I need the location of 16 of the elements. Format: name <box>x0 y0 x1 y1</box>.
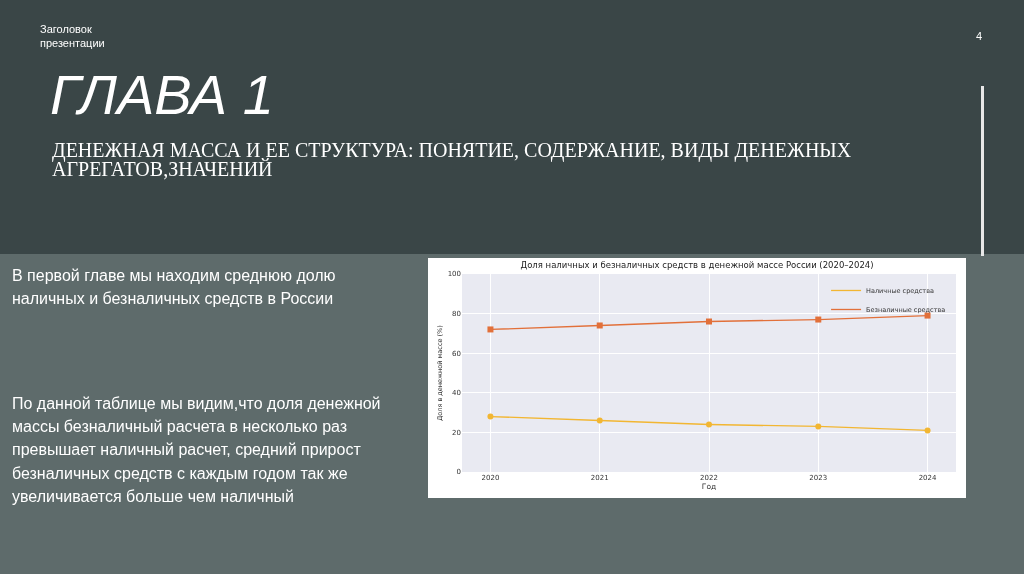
text: ДЕНЕЖНАЯ МАССА И ЕЕ СТРУКТУРА: ПОНЯТИЕ, СОДЕРЖАНИЕ, ВИДЫ ДЕНЕЖНЫХ АГРЕГАТОВ,ЗНАЧЕНИЙ <box>52 139 853 180</box>
chart-title: Доля наличных и безналичных средств в денежной массе России (2020–2024) <box>520 259 874 270</box>
point <box>706 318 712 325</box>
text: В первой главе мы находим среднюю долю наличных и безналичных средств в России <box>12 266 337 310</box>
point <box>924 427 931 434</box>
point <box>596 417 603 424</box>
text: Заголовок презентации <box>40 22 106 51</box>
point <box>815 316 822 323</box>
text: 4 <box>976 30 984 42</box>
text: По данной таблице мы видим,что доля денежной массы безналичный расчета в несколько раз превышает наличный расчет, средний прирост безналичных средств с каждым годом так же увеличивается больше чем наличный <box>12 394 382 507</box>
point <box>596 322 603 329</box>
point <box>487 326 494 333</box>
text: ГЛАВА 1 <box>50 62 275 127</box>
point <box>815 423 822 430</box>
point <box>487 413 494 420</box>
point <box>706 421 712 428</box>
